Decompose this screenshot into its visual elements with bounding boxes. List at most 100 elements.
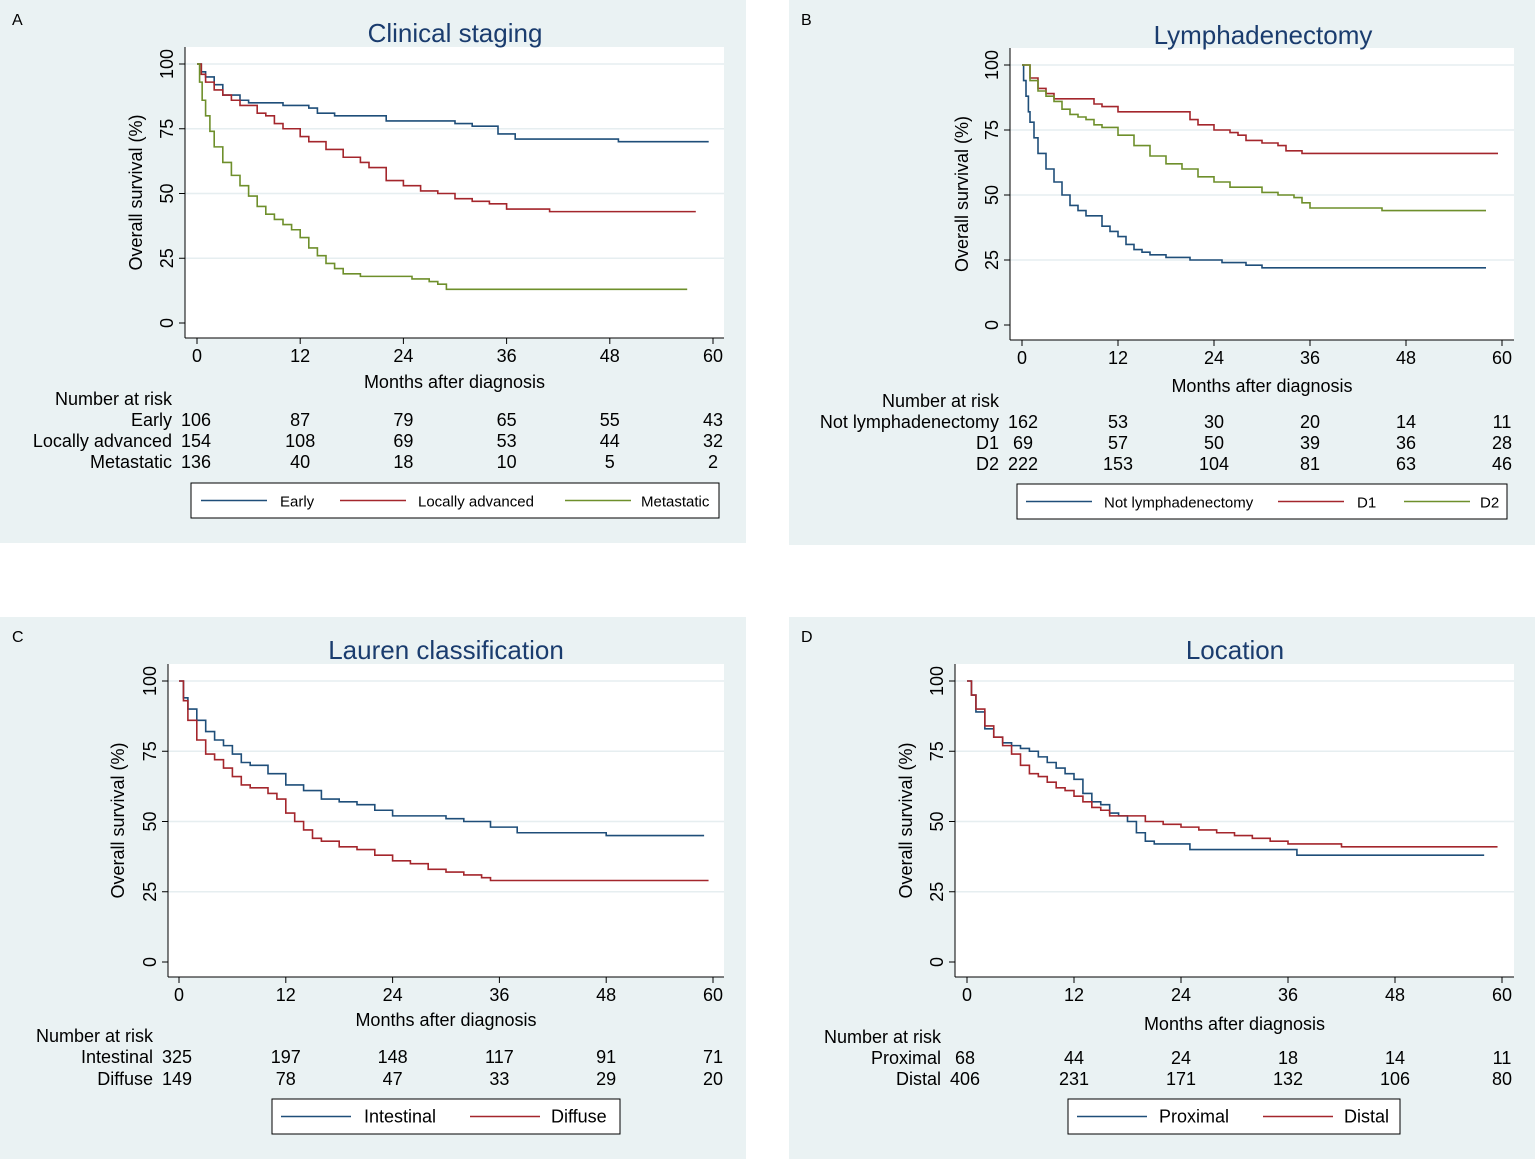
y-tick-label: 0 <box>927 957 947 967</box>
x-axis-label: Months after diagnosis <box>364 372 545 392</box>
y-tick-label: 0 <box>982 320 1002 330</box>
x-tick-label: 60 <box>1492 348 1512 368</box>
risk-value: 44 <box>1064 1048 1084 1068</box>
risk-value: 18 <box>393 452 413 472</box>
y-tick-label: 100 <box>927 666 947 696</box>
risk-table-header: Number at risk <box>882 391 1000 411</box>
x-tick-label: 36 <box>1300 348 1320 368</box>
risk-value: 24 <box>1171 1048 1191 1068</box>
x-tick-label: 48 <box>596 985 616 1005</box>
panel-c: C 0 12 24 36 48 60 0 25 50 75 100 Lauren classifica… <box>0 617 746 1159</box>
legend-label: Intestinal <box>364 1107 436 1127</box>
x-axis-label: Months after diagnosis <box>1171 376 1352 396</box>
risk-value: 148 <box>378 1047 408 1067</box>
x-tick-label: 60 <box>1492 985 1512 1005</box>
risk-value: 57 <box>1108 433 1128 453</box>
chart-title: Clinical staging <box>368 18 543 48</box>
risk-value: 39 <box>1300 433 1320 453</box>
panel-d: D 0 12 24 36 48 60 0 25 50 75 100 Location Months af… <box>789 617 1535 1159</box>
chart-lymphadenectomy: 0 12 24 36 48 60 0 25 50 75 100 Lymphadenectomy Mont… <box>820 20 1514 520</box>
risk-value: 106 <box>1380 1069 1410 1089</box>
risk-value: 132 <box>1273 1069 1303 1089</box>
risk-value: 14 <box>1385 1048 1405 1068</box>
risk-value: 154 <box>181 431 211 451</box>
x-tick-label: 48 <box>1385 985 1405 1005</box>
panel-label: B <box>801 12 812 29</box>
panel-label: D <box>801 629 813 646</box>
risk-value: 20 <box>1300 412 1320 432</box>
risk-value: 80 <box>1492 1069 1512 1089</box>
x-tick-label: 12 <box>1064 985 1084 1005</box>
risk-value: 197 <box>271 1047 301 1067</box>
x-tick-label: 12 <box>290 346 310 366</box>
risk-table-header: Number at risk <box>36 1026 154 1046</box>
risk-row-label: Not lymphadenectomy <box>820 412 999 432</box>
x-tick-label: 48 <box>1396 348 1416 368</box>
y-tick-label: 0 <box>140 957 160 967</box>
x-tick-label: 24 <box>393 346 413 366</box>
y-tick-label: 25 <box>157 248 177 268</box>
risk-row-label: Diffuse <box>97 1069 153 1089</box>
x-tick-label: 36 <box>497 346 517 366</box>
risk-value: 44 <box>600 431 620 451</box>
chart-title: Location <box>1186 635 1284 665</box>
series-line-early <box>197 63 709 143</box>
risk-value: 81 <box>1300 454 1320 474</box>
risk-table-header: Number at risk <box>824 1027 942 1047</box>
x-tick-label: 12 <box>276 985 296 1005</box>
risk-value: 406 <box>950 1069 980 1089</box>
chart-lauren-classification: 0 12 24 36 48 60 0 25 50 75 100 Lauren classificati… <box>36 635 724 1135</box>
risk-value: 28 <box>1492 433 1512 453</box>
risk-value: 46 <box>1492 454 1512 474</box>
x-tick-label: 24 <box>383 985 403 1005</box>
risk-value: 68 <box>955 1048 975 1068</box>
risk-row-label: D1 <box>976 433 999 453</box>
x-tick-label: 0 <box>1017 348 1027 368</box>
risk-table-header: Number at risk <box>55 389 173 409</box>
risk-value: 87 <box>290 410 310 430</box>
risk-value: 30 <box>1204 412 1224 432</box>
series-line-distal <box>967 680 1498 848</box>
risk-value: 50 <box>1204 433 1224 453</box>
risk-row-label: Locally advanced <box>33 431 172 451</box>
x-tick-label: 60 <box>703 985 723 1005</box>
risk-row-label: Metastatic <box>90 452 172 472</box>
legend-label: Proximal <box>1159 1107 1229 1127</box>
y-tick-label: 25 <box>927 882 947 902</box>
legend-label: Not lymphadenectomy <box>1104 495 1254 512</box>
y-tick-label: 50 <box>157 183 177 203</box>
series-line-intestinal <box>179 680 705 837</box>
risk-value: 11 <box>1493 1048 1512 1068</box>
risk-row-label: Distal <box>896 1069 941 1089</box>
risk-value: 53 <box>497 431 517 451</box>
x-tick-label: 48 <box>600 346 620 366</box>
risk-value: 11 <box>1493 412 1512 432</box>
x-tick-label: 0 <box>962 985 972 1005</box>
risk-row-label: Proximal <box>871 1048 941 1068</box>
risk-value: 69 <box>1013 433 1033 453</box>
y-tick-label: 100 <box>982 50 1002 80</box>
x-tick-label: 24 <box>1171 985 1191 1005</box>
y-tick-label: 100 <box>140 666 160 696</box>
risk-value: 2 <box>708 452 718 472</box>
risk-value: 117 <box>485 1047 514 1067</box>
y-axis-label: Overall survival (%) <box>952 116 972 272</box>
risk-value: 43 <box>703 410 723 430</box>
y-tick-label: 100 <box>157 49 177 79</box>
risk-value: 20 <box>703 1069 723 1089</box>
plot-area <box>168 664 724 977</box>
y-tick-label: 25 <box>982 250 1002 270</box>
legend-label: D2 <box>1480 495 1499 512</box>
series-line-metastatic <box>197 63 688 291</box>
risk-row-label: D2 <box>976 454 999 474</box>
risk-value: 33 <box>489 1069 509 1089</box>
x-tick-label: 36 <box>1278 985 1298 1005</box>
risk-value: 325 <box>162 1047 192 1067</box>
risk-row-label: Intestinal <box>81 1047 153 1067</box>
plot-area <box>185 47 724 338</box>
risk-value: 5 <box>605 452 615 472</box>
x-axis-label: Months after diagnosis <box>1144 1014 1325 1034</box>
chart-title: Lauren classification <box>328 635 564 665</box>
panel-label: C <box>12 629 24 646</box>
